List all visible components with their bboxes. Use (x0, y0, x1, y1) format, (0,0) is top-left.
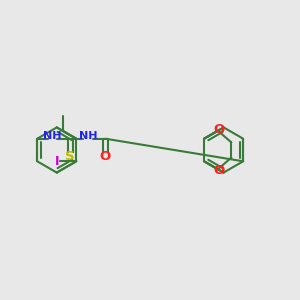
Text: S: S (65, 150, 75, 163)
Text: O: O (100, 150, 111, 163)
Text: NH: NH (43, 131, 62, 141)
Text: O: O (214, 164, 225, 177)
Text: I: I (55, 155, 60, 168)
Text: NH: NH (79, 131, 97, 141)
Text: O: O (214, 123, 225, 136)
